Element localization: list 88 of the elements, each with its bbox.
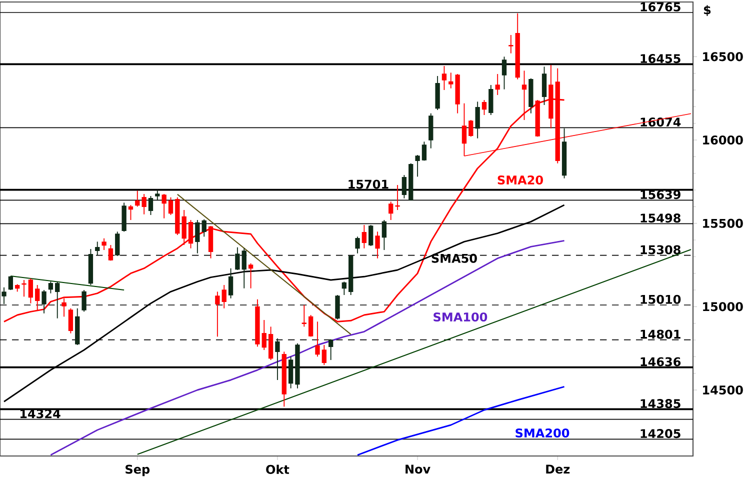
candlestick <box>108 244 114 262</box>
candlestick <box>262 320 266 350</box>
ref-line-label: 15010 <box>640 294 681 304</box>
ref-line-label: 15639 <box>640 190 680 200</box>
candlestick <box>475 101 480 139</box>
ref-line-label: 14636 <box>640 357 681 366</box>
candlestick <box>35 284 40 310</box>
candlestick <box>68 308 74 334</box>
candlestick <box>488 84 494 116</box>
y-axis-title: $ <box>704 5 711 16</box>
candlestick <box>382 220 387 250</box>
candlestick <box>202 218 206 238</box>
candlestick <box>222 284 226 309</box>
y-tick-label: 15500 <box>703 218 743 228</box>
candlestick <box>155 190 160 200</box>
candlestick <box>148 196 154 216</box>
ref-line-label: 15308 <box>640 245 680 254</box>
candlestick <box>95 241 100 256</box>
y-tick-label: 16000 <box>703 135 743 145</box>
candlestick <box>342 281 347 296</box>
candlestick <box>135 190 140 208</box>
candlestick <box>168 196 174 216</box>
candlestick <box>542 66 547 106</box>
candlestick <box>335 294 340 320</box>
ref-line-label: 16765 <box>640 2 680 12</box>
ref-line-label: 14385 <box>640 399 680 408</box>
candlestick <box>55 281 60 319</box>
candlestick <box>368 224 374 246</box>
candlestick <box>62 298 66 318</box>
candlestick <box>288 356 294 389</box>
candlestick <box>128 204 134 220</box>
candlestick <box>248 262 254 289</box>
candlestick <box>302 304 306 328</box>
candlestick <box>315 321 320 358</box>
candlestick <box>102 238 106 250</box>
x-tick-label: Dez <box>546 464 570 474</box>
candlestick <box>468 120 474 138</box>
y-tick-label: 16500 <box>703 52 743 62</box>
candlestick <box>142 194 146 215</box>
candlestick <box>188 220 194 249</box>
candlestick <box>28 278 34 304</box>
candlestick <box>448 72 454 89</box>
candlestick <box>82 290 86 312</box>
candlestick <box>42 290 46 314</box>
ref-line-label: 15498 <box>640 214 680 223</box>
candlestick <box>115 231 120 256</box>
candlestick <box>415 154 420 178</box>
candlestick <box>328 338 334 360</box>
candlestick <box>388 201 394 220</box>
candlestick <box>442 66 447 90</box>
candlestick <box>235 246 240 270</box>
y-tick-label: 15000 <box>703 302 743 312</box>
ref-line-label: 15701 <box>348 180 388 189</box>
ref-line-label: 16074 <box>640 118 681 127</box>
candlestick <box>8 276 14 290</box>
candlestick <box>508 34 514 54</box>
y-tick-label: 14500 <box>703 385 743 395</box>
ref-line-label: 14205 <box>640 429 680 438</box>
candlestick <box>308 314 314 338</box>
candlestick <box>275 338 280 380</box>
candlestick <box>195 220 200 254</box>
candlestick <box>182 210 186 246</box>
candlestick <box>268 326 274 360</box>
candlestick <box>502 56 507 90</box>
x-tick-label: Nov <box>406 464 430 474</box>
candlestick <box>48 281 54 294</box>
candlestick <box>482 100 487 116</box>
x-tick-label: Sep <box>126 464 150 476</box>
candlestick <box>402 174 407 199</box>
candlestick <box>428 112 434 149</box>
candlestick <box>2 286 6 304</box>
candlestick <box>322 344 326 366</box>
candlestick <box>162 194 166 219</box>
series-label: SMA50 <box>432 254 477 263</box>
series-label: SMA20 <box>498 175 543 185</box>
candlestick <box>215 291 220 338</box>
candlestick <box>228 268 234 299</box>
candlestick <box>242 248 246 289</box>
candlestick <box>355 236 360 254</box>
text: SMA200 <box>516 428 570 438</box>
series-label: SMA100 <box>434 312 488 322</box>
candlestick <box>422 141 427 162</box>
candlestick <box>375 231 380 259</box>
x-tick-label: Okt <box>266 464 290 474</box>
candlestick <box>495 74 500 96</box>
ref-line-label: 14801 <box>640 330 680 339</box>
ref-line-label: 16455 <box>640 54 680 64</box>
candlestick <box>362 224 367 249</box>
